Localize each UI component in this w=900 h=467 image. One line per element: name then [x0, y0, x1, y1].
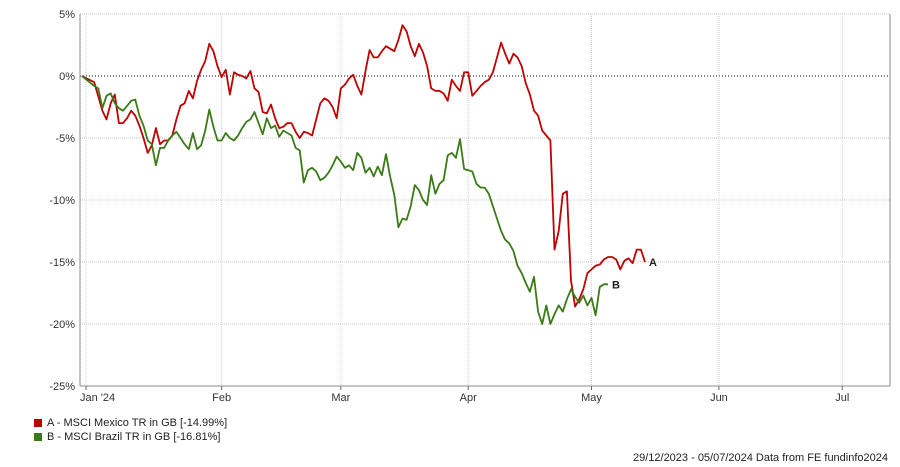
legend-label-b: B - MSCI Brazil TR in GB [-16.81%] [47, 431, 221, 443]
y-tick-label: -25% [49, 381, 75, 393]
y-tick-label: 0% [59, 71, 75, 83]
x-tick-label: Mar [331, 392, 350, 404]
series-end-label-a: A [649, 257, 657, 269]
legend-swatch-a [34, 419, 42, 427]
x-tick-label: Feb [212, 392, 231, 404]
y-tick-label: -10% [49, 195, 75, 207]
y-tick-label: -5% [55, 133, 75, 145]
x-tick-label: Jul [835, 392, 849, 404]
tick-labels: 5% 0% -5% -10% -15% -20% -25% Jan '24 Feb Mar Apr M… [49, 9, 849, 404]
x-tick-label: May [581, 392, 602, 404]
series-line-b [81, 75, 608, 325]
series-end-labels: AB [612, 257, 657, 291]
legend-item-b: B - MSCI Brazil TR in GB [-16.81%] [34, 430, 227, 444]
legend-item-a: A - MSCI Mexico TR in GB [-14.99%] [34, 416, 227, 430]
series-line-a [81, 24, 646, 308]
x-tick-label: Apr [460, 392, 477, 404]
y-tick-label: -15% [49, 257, 75, 269]
y-tick-label: 5% [59, 9, 75, 21]
y-tick-label: -20% [49, 319, 75, 331]
x-tick-label: Jan '24 [80, 392, 115, 404]
legend-swatch-b [34, 433, 42, 441]
line-chart: 5% 0% -5% -10% -15% -20% -25% Jan '24 Feb Mar Apr M… [49, 9, 891, 404]
legend-label-a: A - MSCI Mexico TR in GB [-14.99%] [47, 417, 228, 429]
data-source-footer: 29/12/2023 - 05/07/2024 Data from FE fun… [632, 452, 888, 464]
axes [79, 14, 891, 390]
legend: A - MSCI Mexico TR in GB [-14.99%] B - M… [34, 416, 227, 444]
data-series [81, 24, 646, 325]
series-end-label-b: B [612, 279, 620, 291]
x-tick-label: Jun [710, 392, 728, 404]
